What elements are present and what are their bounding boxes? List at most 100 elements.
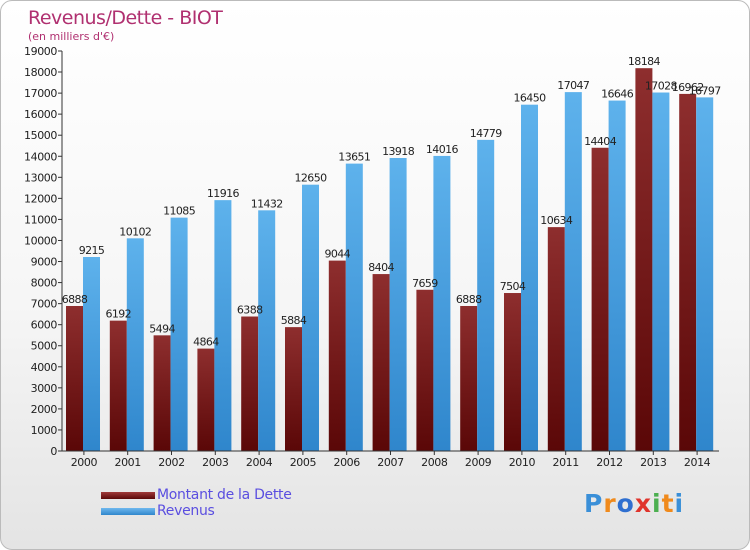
data-label-revenus: 16797 — [689, 84, 722, 97]
data-label-revenus: 17028 — [645, 80, 678, 93]
data-label-dette: 5884 — [281, 314, 307, 327]
bar-revenus — [477, 139, 495, 451]
y-tick-label: 4000 — [31, 361, 58, 374]
x-tick-label: 2014 — [684, 456, 711, 469]
bar-dette — [547, 227, 565, 451]
y-tick-label: 19000 — [24, 45, 57, 58]
logo-letter: x — [634, 489, 652, 518]
data-label-revenus: 13918 — [382, 145, 415, 158]
data-label-revenus: 10102 — [119, 225, 151, 238]
data-label-revenus: 14016 — [426, 143, 459, 156]
bar-dette — [460, 305, 478, 451]
legend-swatch-revenus — [101, 507, 155, 515]
logo-letter: r — [603, 489, 617, 518]
data-label-dette: 7504 — [500, 280, 526, 293]
logo-letter: t — [661, 489, 675, 518]
bar-dette — [372, 274, 390, 451]
bar-revenus — [696, 97, 714, 452]
bar-dette — [241, 316, 259, 451]
x-tick-label: 2008 — [421, 456, 448, 469]
x-tick-label: 2005 — [290, 456, 317, 469]
bar-dette — [109, 320, 127, 451]
bar-dette — [416, 289, 434, 451]
proxiti-logo: Proxiti — [584, 489, 684, 518]
y-tick-label: 16000 — [24, 108, 57, 121]
y-tick-label: 0 — [50, 445, 57, 458]
logo-letter: o — [616, 489, 635, 518]
bar-dette — [504, 293, 521, 451]
bar-dette — [328, 260, 346, 451]
y-tick-label: 10000 — [24, 234, 57, 247]
legend-item-revenus: Revenus — [101, 503, 292, 519]
bar-dette — [591, 147, 609, 452]
y-tick-label: 7000 — [31, 298, 58, 311]
legend-label-revenus: Revenus — [157, 503, 215, 519]
data-label-dette: 8404 — [368, 261, 394, 274]
y-tick-label: 9000 — [31, 256, 58, 269]
logo-letter: P — [584, 489, 604, 518]
bar-revenus — [433, 155, 451, 451]
x-tick-label: 2010 — [509, 456, 536, 469]
data-label-dette: 6888 — [456, 293, 482, 306]
data-label-revenus: 16646 — [601, 88, 634, 101]
bar-revenus — [521, 104, 538, 452]
y-tick-label: 11000 — [24, 213, 57, 226]
bar-revenus — [389, 157, 407, 451]
bar-revenus — [126, 238, 144, 451]
chart-legend: Montant de la Dette Revenus — [101, 487, 292, 519]
data-label-revenus: 12650 — [295, 172, 328, 185]
bar-revenus — [214, 200, 232, 451]
y-tick-label: 15000 — [24, 129, 57, 142]
data-label-dette: 6888 — [62, 293, 88, 306]
x-tick-label: 2004 — [246, 456, 273, 469]
bar-revenus — [83, 257, 100, 451]
bar-dette — [197, 348, 215, 451]
data-label-dette: 6388 — [237, 304, 263, 317]
bar-revenus — [564, 92, 582, 452]
data-label-dette: 10634 — [540, 214, 573, 227]
legend-label-dette: Montant de la Dette — [157, 487, 292, 503]
y-tick-label: 12000 — [24, 192, 57, 205]
data-label-dette: 7659 — [412, 277, 438, 290]
y-tick-label: 18000 — [24, 66, 57, 79]
logo-letter: i — [652, 489, 662, 518]
data-label-revenus: 11916 — [207, 187, 240, 200]
y-tick-label: 6000 — [31, 319, 58, 332]
x-tick-label: 2013 — [640, 456, 667, 469]
y-tick-label: 13000 — [24, 171, 57, 184]
x-tick-label: 2011 — [552, 456, 578, 469]
y-tick-label: 2000 — [31, 403, 58, 416]
bar-revenus — [302, 184, 319, 451]
data-label-revenus: 14779 — [470, 127, 503, 140]
bar-revenus — [258, 210, 276, 451]
y-tick-label: 5000 — [31, 340, 58, 353]
legend-swatch-dette — [101, 491, 155, 499]
x-tick-label: 2001 — [114, 456, 140, 469]
bar-dette — [635, 68, 653, 451]
logo-letter: i — [674, 489, 685, 518]
data-label-dette: 18184 — [628, 55, 661, 68]
data-label-dette: 5494 — [149, 322, 175, 335]
bar-dette — [153, 335, 171, 451]
data-label-revenus: 11085 — [163, 205, 196, 218]
x-tick-label: 2012 — [596, 456, 622, 469]
data-label-dette: 9044 — [324, 248, 350, 261]
data-label-revenus: 11432 — [251, 197, 283, 210]
data-label-revenus: 16450 — [514, 92, 547, 105]
bar-dette — [66, 305, 83, 451]
bar-revenus — [652, 92, 670, 451]
y-tick-label: 14000 — [24, 150, 57, 163]
data-label-revenus: 9215 — [79, 244, 105, 257]
y-tick-label: 3000 — [31, 382, 58, 395]
y-tick-label: 17000 — [24, 87, 57, 100]
bar-revenus — [170, 217, 188, 451]
x-tick-label: 2003 — [202, 456, 229, 469]
bar-dette — [679, 93, 697, 451]
data-label-dette: 16962 — [672, 81, 704, 94]
x-tick-label: 2006 — [333, 456, 360, 469]
data-label-dette: 14404 — [584, 135, 617, 148]
bar-revenus — [608, 100, 626, 451]
bar-dette — [285, 327, 302, 451]
data-label-revenus: 17047 — [557, 79, 590, 92]
